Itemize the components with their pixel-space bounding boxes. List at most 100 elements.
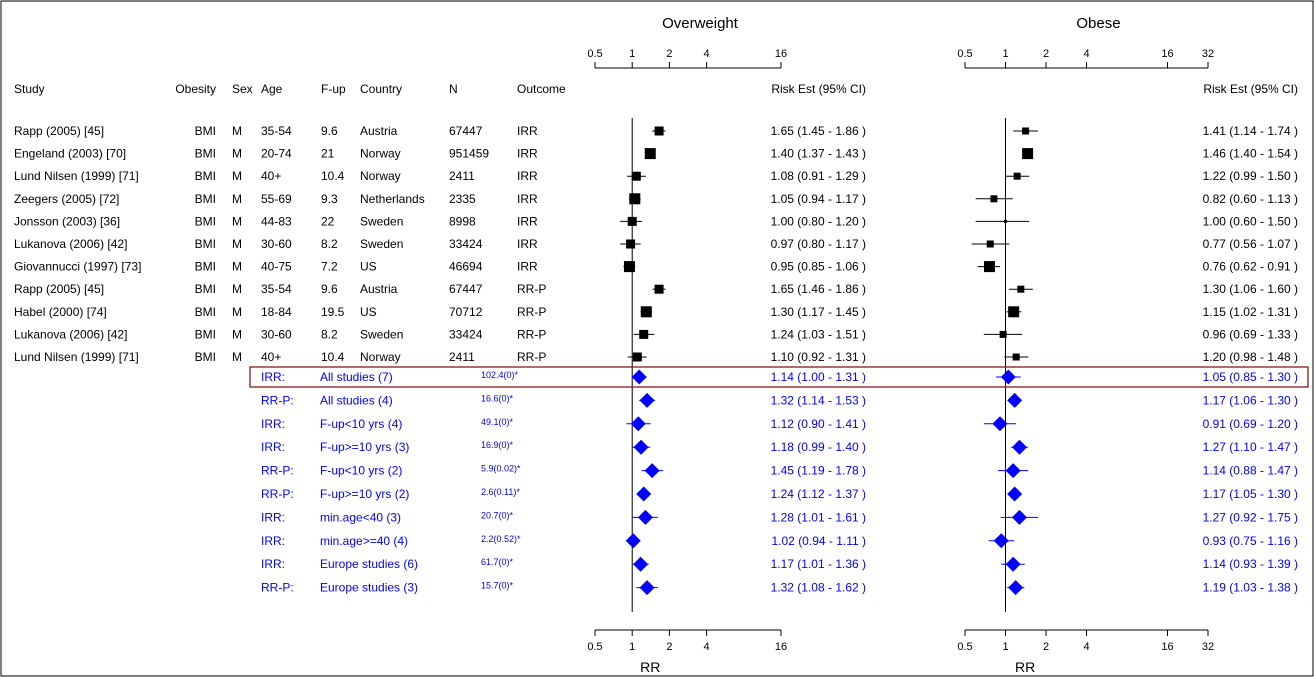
risk-text-overweight: 1.40 (1.37 - 1.43 ) (771, 147, 866, 161)
summary-outcome: IRR: (261, 534, 285, 548)
study-cell-n: 70712 (449, 305, 483, 319)
summary-outcome: RR-P: (261, 487, 294, 501)
column-header-outcome: Outcome (517, 82, 566, 96)
summary-risk-text-obese: 0.93 (0.75 - 1.16 ) (1203, 534, 1298, 548)
study-cell-study: Lund Nilsen (1999) [71] (14, 169, 139, 183)
risk-header-obese: Risk Est (95% CI) (1203, 82, 1298, 96)
risk-text-overweight: 1.05 (0.94 - 1.17 ) (771, 192, 866, 206)
bottom-tick-label-obese: 1 (1002, 641, 1008, 653)
study-cell-obesity: BMI (195, 214, 216, 228)
top-tick-label-overweight: 2 (666, 48, 672, 60)
risk-text-obese: 0.96 (0.69 - 1.33 ) (1203, 327, 1298, 341)
summary-risk-text-obese: 1.14 (0.88 - 1.47 ) (1203, 464, 1298, 478)
bottom-tick-label-overweight: 4 (704, 641, 710, 653)
bottom-tick-label-obese: 0.5 (957, 641, 972, 653)
study-cell-sex: M (232, 147, 242, 161)
study-cell-study: Rapp (2005) [45] (14, 124, 104, 138)
top-tick-label-overweight: 0.5 (587, 48, 602, 60)
summary-risk-text-overweight: 1.32 (1.14 - 1.53 ) (771, 393, 866, 407)
summary-diamond-overweight (633, 439, 649, 455)
summary-heterogeneity: 15.7(0)* (481, 581, 514, 591)
study-cell-study: Habel (2000) [74] (14, 305, 107, 319)
study-cell-age: 44-83 (261, 214, 292, 228)
study-cell-sex: M (232, 192, 242, 206)
risk-text-overweight: 1.24 (1.03 - 1.51 ) (771, 327, 866, 341)
study-cell-fup: 9.3 (321, 192, 338, 206)
summary-risk-text-overweight: 1.02 (0.94 - 1.11 ) (772, 534, 867, 548)
summary-label: F-up>=10 yrs (3) (320, 440, 409, 454)
summary-diamond-obese (1005, 463, 1021, 479)
study-cell-n: 2335 (449, 192, 476, 206)
study-cell-sex: M (232, 260, 242, 274)
study-cell-sex: M (232, 237, 242, 251)
study-cell-obesity: BMI (195, 124, 216, 138)
point-square-overweight (654, 284, 664, 294)
study-cell-fup: 21 (321, 147, 335, 161)
bottom-tick-label-overweight: 16 (775, 641, 787, 653)
study-cell-outcome: IRR (517, 124, 538, 138)
point-square-obese (1004, 219, 1007, 223)
column-header-age: Age (261, 82, 283, 96)
risk-text-obese: 0.77 (0.56 - 1.07 ) (1203, 237, 1298, 251)
top-tick-label-obese: 4 (1083, 48, 1089, 60)
bottom-tick-label-overweight: 0.5 (587, 641, 602, 653)
point-square-overweight (631, 171, 641, 181)
top-tick-label-obese: 16 (1161, 48, 1173, 60)
study-cell-outcome: IRR (517, 237, 538, 251)
study-cell-sex: M (232, 327, 242, 341)
summary-risk-text-overweight: 1.12 (0.90 - 1.41 ) (771, 417, 866, 431)
study-cell-country: Norway (360, 350, 401, 364)
top-tick-label-obese: 2 (1043, 48, 1049, 60)
axis-label-overweight: RR (640, 659, 660, 675)
summary-outcome: IRR: (261, 417, 285, 431)
summary-heterogeneity: 61.7(0)* (481, 557, 514, 567)
summary-diamond-obese (1011, 439, 1027, 455)
risk-text-overweight: 0.97 (0.80 - 1.17 ) (771, 237, 866, 251)
summary-diamond-obese (1005, 556, 1021, 572)
column-header-obesity: Obesity (175, 82, 216, 96)
study-cell-outcome: IRR (517, 260, 538, 274)
study-cell-sex: M (232, 169, 242, 183)
study-cell-sex: M (232, 282, 242, 296)
study-cell-country: Sweden (360, 237, 403, 251)
study-cell-country: US (360, 305, 377, 319)
bottom-tick-label-obese: 2 (1043, 641, 1049, 653)
risk-text-obese: 1.30 (1.06 - 1.60 ) (1203, 282, 1298, 296)
study-cell-fup: 8.2 (321, 237, 338, 251)
summary-heterogeneity: 2.6(0.11)* (481, 487, 520, 497)
summary-outcome: IRR: (261, 440, 285, 454)
study-cell-country: US (360, 260, 377, 274)
summary-diamond-obese (1007, 486, 1023, 502)
point-square-overweight (632, 352, 642, 362)
study-cell-sex: M (232, 214, 242, 228)
study-cell-outcome: RR-P (517, 305, 546, 319)
bottom-tick-label-obese: 4 (1083, 641, 1089, 653)
summary-diamond-overweight (630, 416, 646, 432)
summary-risk-text-obese: 1.27 (0.92 - 1.75 ) (1203, 510, 1298, 524)
panel-title-obese: Obese (1076, 15, 1120, 32)
study-cell-fup: 9.6 (321, 124, 338, 138)
study-cell-n: 46694 (449, 260, 483, 274)
summary-risk-text-obese: 1.05 (0.85 - 1.30 ) (1203, 370, 1298, 384)
study-cell-study: Lund Nilsen (1999) [71] (14, 350, 139, 364)
study-cell-obesity: BMI (195, 169, 216, 183)
study-cell-n: 67447 (449, 282, 483, 296)
study-cell-fup: 10.4 (321, 169, 345, 183)
summary-outcome: IRR: (261, 370, 285, 384)
study-cell-study: Zeegers (2005) [72] (14, 192, 119, 206)
study-cell-outcome: IRR (517, 192, 538, 206)
point-square-obese (986, 240, 994, 248)
study-cell-country: Norway (360, 147, 401, 161)
summary-outcome: RR-P: (261, 464, 294, 478)
risk-text-obese: 1.20 (0.98 - 1.48 ) (1203, 350, 1298, 364)
study-cell-age: 55-69 (261, 192, 292, 206)
summary-heterogeneity: 2.2(0.52)* (481, 534, 521, 544)
point-square-obese (1008, 306, 1020, 318)
column-header-n: N (449, 82, 458, 96)
risk-text-obese: 0.82 (0.60 - 1.13 ) (1203, 192, 1298, 206)
summary-risk-text-obese: 1.17 (1.05 - 1.30 ) (1203, 487, 1298, 501)
study-cell-study: Lukanova (2006) [42] (14, 327, 127, 341)
study-cell-country: Sweden (360, 214, 403, 228)
panel-title-overweight: Overweight (662, 15, 739, 32)
study-cell-n: 33424 (449, 237, 483, 251)
